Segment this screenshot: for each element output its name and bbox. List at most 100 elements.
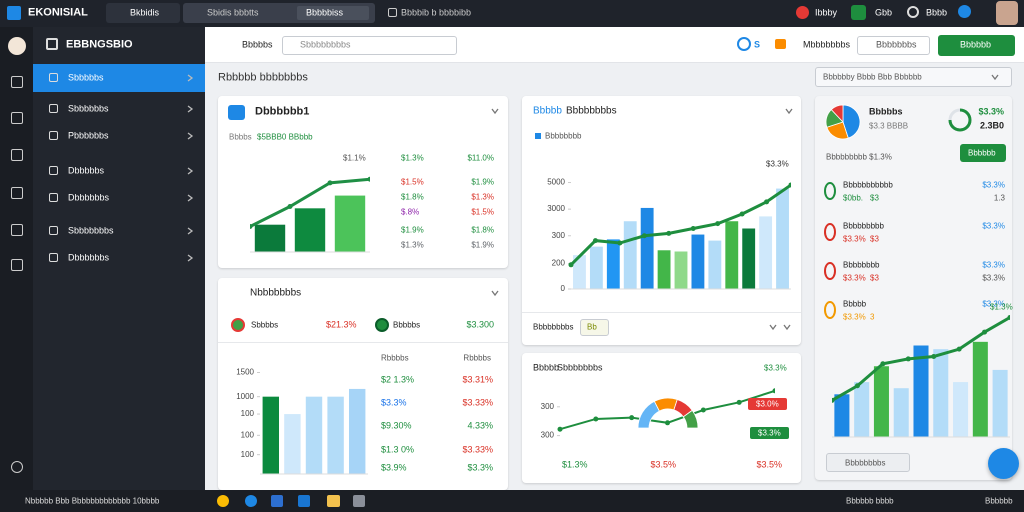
- chevron: [491, 108, 499, 115]
- row-value: $1.8%: [471, 225, 494, 235]
- search-input[interactable]: [282, 36, 457, 55]
- bar: [305, 396, 323, 474]
- taskbar-app[interactable]: [327, 495, 340, 507]
- panel-footer[interactable]: [826, 453, 910, 472]
- row-value: $.8%: [401, 207, 420, 217]
- y-tick-label: 300: [541, 431, 555, 440]
- menu-icon[interactable]: [775, 39, 786, 49]
- point: [593, 416, 599, 422]
- panel-button-text[interactable]: Bbbbbb: [968, 148, 996, 158]
- filter-text[interactable]: Bbbbbbbs: [876, 39, 917, 50]
- card-title: Dbbbbbb1: [255, 105, 310, 118]
- point: [739, 211, 745, 217]
- action-text[interactable]: Bbbbbb: [960, 39, 992, 50]
- menu-item[interactable]: Sbbbbbs: [68, 72, 104, 83]
- list-value: $3.3%: [982, 260, 1005, 270]
- menu-icon: [49, 104, 58, 113]
- list-value: $3.3%: [982, 299, 1005, 309]
- rail-icon[interactable]: [11, 224, 23, 236]
- bar: [589, 246, 603, 289]
- row-value: $1.9%: [471, 240, 494, 250]
- taskbar-app[interactable]: [217, 495, 229, 507]
- bar: [284, 414, 301, 474]
- point: [772, 388, 775, 394]
- footer-button-text[interactable]: Bb: [587, 322, 597, 332]
- toggle-text[interactable]: Bbbbib b bbbbibb: [401, 7, 472, 18]
- item-value: $3.300: [466, 319, 494, 330]
- menu-item[interactable]: Sbbbbbbbs: [68, 225, 114, 236]
- point: [715, 221, 721, 227]
- globe-icon[interactable]: [958, 5, 971, 18]
- footer-button[interactable]: [580, 319, 609, 336]
- bar: [776, 188, 789, 289]
- user-item[interactable]: Gbb: [875, 7, 893, 18]
- point: [736, 399, 742, 405]
- chevron: [785, 108, 793, 115]
- checkbox[interactable]: [388, 8, 397, 17]
- point: [665, 420, 670, 426]
- fab[interactable]: [988, 448, 1019, 479]
- rail-icon[interactable]: [11, 259, 23, 271]
- panel-button[interactable]: [960, 144, 1006, 162]
- taskbar-app[interactable]: [298, 495, 310, 507]
- taskbar-app[interactable]: [271, 495, 283, 507]
- tab[interactable]: [106, 3, 180, 23]
- rail-icon[interactable]: [11, 461, 23, 473]
- chevron: [187, 132, 194, 140]
- menu-text[interactable]: Mbbbbbbbs: [803, 39, 851, 50]
- item-label: Bbbbbs: [393, 320, 421, 330]
- user-item[interactable]: Bbbb: [926, 7, 948, 18]
- menu-item[interactable]: Dbbbbbbs: [68, 252, 110, 263]
- search-text[interactable]: Sbidis bbbtts: [207, 7, 259, 18]
- active-item[interactable]: [33, 64, 205, 92]
- header-tab[interactable]: Bbbbbs: [242, 39, 273, 50]
- status-icon[interactable]: [851, 5, 866, 20]
- search-placeholder[interactable]: Sbbbbbbbbs: [300, 39, 351, 50]
- list-sub: $3: [870, 193, 879, 203]
- card-title: Nbbbbbbbs: [250, 287, 302, 299]
- tag: [748, 398, 787, 410]
- rail-icon[interactable]: [11, 149, 23, 161]
- tag-text: $3.0%: [756, 399, 779, 409]
- rail-icon[interactable]: [11, 187, 23, 199]
- row-value: $3.31%: [462, 374, 493, 385]
- filter-chip[interactable]: [297, 6, 369, 20]
- trend-line: [250, 177, 370, 228]
- user-item[interactable]: Ibbby: [815, 7, 838, 18]
- rail-icon[interactable]: [11, 76, 23, 88]
- sidebar-title: EBBNGSBIO: [66, 38, 133, 51]
- action-button[interactable]: [938, 35, 1015, 56]
- list-sub: $3.3%: [843, 273, 866, 283]
- app-name: EKONISIAL: [28, 6, 88, 19]
- y-tick-label: 0: [561, 284, 566, 292]
- panel-footer-text[interactable]: Bbbbbbbbs: [845, 458, 886, 468]
- menu-item[interactable]: Pbbbbbbs: [68, 130, 109, 141]
- badge-icon[interactable]: [737, 37, 751, 51]
- bar: [327, 396, 344, 474]
- point: [666, 230, 672, 236]
- filter-box[interactable]: [857, 36, 930, 55]
- menu-item[interactable]: Sbbbbbbs: [68, 103, 109, 114]
- period-select[interactable]: [815, 67, 1012, 87]
- rail-icon[interactable]: [11, 112, 23, 124]
- list-sub: $3: [870, 234, 879, 244]
- menu-item[interactable]: Dbbbbbs: [68, 165, 105, 176]
- list-sub: 3: [870, 312, 875, 322]
- help-icon[interactable]: [907, 6, 919, 18]
- avatar[interactable]: [996, 1, 1018, 25]
- taskbar-app[interactable]: [353, 495, 365, 507]
- y-tick-label: 300: [541, 402, 555, 411]
- taskbar-app[interactable]: [245, 495, 257, 507]
- card-title: Sbbbbbbbs: [557, 362, 603, 373]
- chevron: [187, 167, 194, 175]
- row-value: $1.9%: [471, 177, 494, 187]
- app-icon: [7, 6, 21, 20]
- card-title: Bbbbb: [533, 105, 562, 117]
- notification-icon[interactable]: [796, 6, 809, 19]
- taskbar-search[interactable]: Nbbbbb Bbb Bbbbbbbbbbbbb 10bbbb: [25, 496, 160, 506]
- tab-label[interactable]: Bkbidis: [130, 7, 160, 18]
- filter-text[interactable]: Bbbbbiss: [306, 7, 344, 18]
- row-value: $3.3%: [381, 397, 407, 408]
- period-text[interactable]: Bbbbbby Bbbb Bbb Bbbbbb: [823, 72, 922, 82]
- menu-item[interactable]: Dbbbbbbs: [68, 192, 110, 203]
